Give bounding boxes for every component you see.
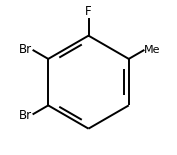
Text: Br: Br xyxy=(19,109,32,122)
Text: Br: Br xyxy=(19,43,32,56)
Text: F: F xyxy=(85,5,92,18)
Text: Me: Me xyxy=(144,45,161,55)
